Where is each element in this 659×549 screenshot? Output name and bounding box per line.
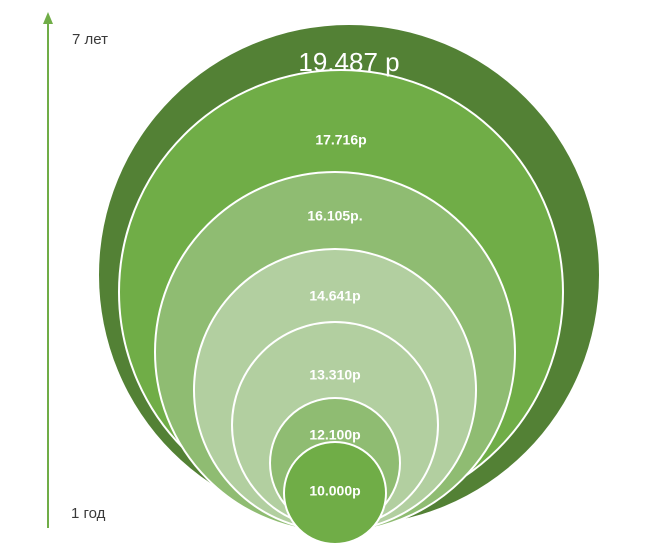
growth-axis bbox=[43, 12, 53, 528]
ring-label-2: 17.716р bbox=[315, 132, 366, 148]
axis-bottom-label: 1 год bbox=[71, 505, 106, 522]
ring-label-7: 10.000р bbox=[309, 483, 360, 499]
ring-label-3: 16.105р. bbox=[307, 208, 362, 224]
axis-top-label: 7 лет bbox=[72, 31, 108, 48]
ring-circle-7 bbox=[283, 441, 387, 545]
ring-label-6: 12.100р bbox=[309, 427, 360, 443]
axis-arrowhead bbox=[43, 12, 53, 24]
ring-label-4: 14.641р bbox=[309, 288, 360, 304]
ring-label-1: 19.487 р bbox=[298, 47, 399, 77]
ring-label-5: 13.310р bbox=[309, 367, 360, 383]
rings-group: 19.487 р 17.716р 16.105р. 14.641р 13.310р 12.… bbox=[99, 25, 599, 545]
